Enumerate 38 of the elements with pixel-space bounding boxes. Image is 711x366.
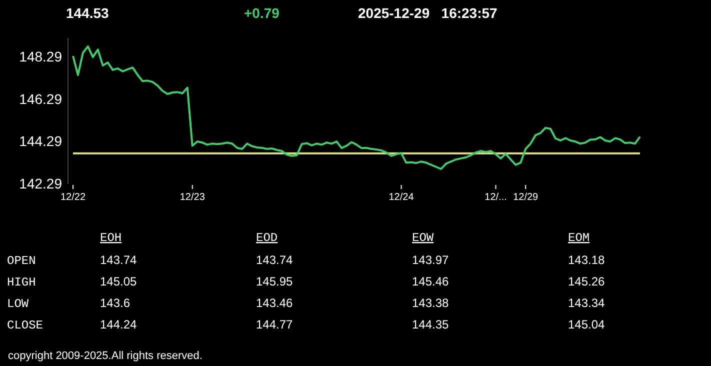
- x-tick-label: 12/...: [484, 192, 507, 204]
- data-label: 143.34: [568, 296, 606, 310]
- x-tick-label: 12/29: [513, 192, 539, 204]
- data-label: 145.04: [568, 318, 606, 332]
- data-label: 145.46: [412, 274, 450, 288]
- x-tick-label: EOD: [256, 231, 278, 245]
- chart-subtitle: +0.79: [244, 5, 280, 21]
- y-tick-label: LOW: [7, 297, 30, 311]
- x-tick-label: EOM: [568, 231, 590, 245]
- y-tick-label: 144.29: [19, 133, 62, 150]
- data-label: 145.05: [100, 274, 138, 288]
- chart-title: 144.53: [66, 5, 110, 21]
- data-label: 144.35: [412, 318, 450, 332]
- line-series: [72, 45, 641, 170]
- x-tick-label: EOH: [100, 231, 122, 245]
- data-label: 144.77: [256, 318, 294, 332]
- data-label: 143.38: [412, 296, 450, 310]
- data-label: 143.18: [568, 253, 606, 267]
- y-tick-label: 148.29: [19, 48, 62, 65]
- data-label: 145.95: [256, 274, 294, 288]
- data-label: 143.74: [100, 253, 138, 267]
- y-tick-label: OPEN: [7, 254, 36, 268]
- data-label: 143.6: [100, 296, 130, 310]
- x-tick-label: 12/22: [60, 192, 86, 204]
- y-tick-label: HIGH: [7, 276, 36, 290]
- y-tick-label: 146.29: [19, 90, 62, 107]
- x-tick-label: 12/23: [180, 192, 206, 204]
- data-label: 143.74: [256, 253, 294, 267]
- y-tick-label: 142.29: [19, 175, 62, 192]
- x-tick-label: EOW: [412, 231, 434, 245]
- text: 2025-12-29 16:23:57: [358, 5, 498, 21]
- data-label: 145.26: [568, 274, 606, 288]
- data-label: 144.24: [100, 318, 138, 332]
- data-label: 143.97: [412, 253, 450, 267]
- text: copyright 2009-2025.All rights reserved.: [8, 350, 202, 362]
- data-label: 143.46: [256, 296, 294, 310]
- x-tick-label: 12/24: [388, 192, 414, 204]
- y-tick-label: CLOSE: [7, 318, 44, 332]
